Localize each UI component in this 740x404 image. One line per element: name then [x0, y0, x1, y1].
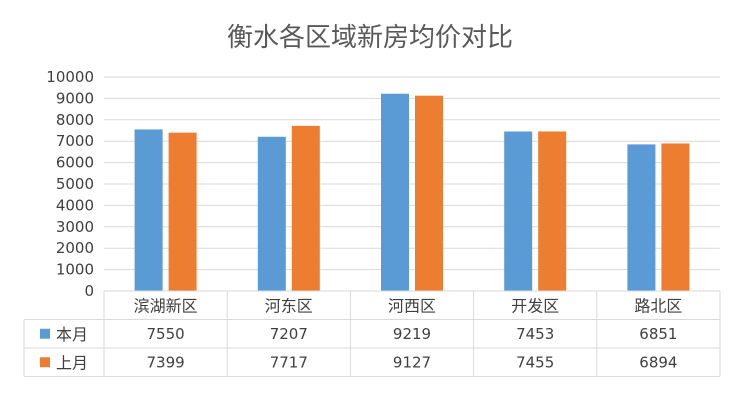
y-tick-label: 9000	[56, 89, 94, 107]
gridlines	[104, 76, 720, 292]
bar-current-month	[504, 131, 533, 291]
bar-last-month	[168, 132, 197, 291]
data-label: 7453	[516, 325, 554, 343]
data-label: 7207	[270, 325, 308, 343]
bar-current-month	[134, 129, 163, 291]
data-label: 9219	[393, 325, 431, 343]
series-name: 本月	[56, 325, 88, 344]
data-label: 7455	[516, 353, 554, 371]
data-label: 9127	[393, 353, 431, 371]
chart-title: 衡水各区域新房均价对比	[227, 23, 513, 53]
y-tick-label: 6000	[56, 154, 94, 172]
data-label: 7399	[147, 353, 185, 371]
y-tick-label: 0	[84, 282, 94, 300]
y-tick-label: 2000	[56, 239, 94, 257]
category-label: 路北区	[634, 296, 682, 315]
bar-last-month	[415, 95, 443, 292]
bar-last-month	[538, 131, 567, 291]
y-axis-ticks: 0 1000 2000 3000 4000 5000 6000 7000 8000 9000 100…	[46, 68, 94, 300]
bar-current-month	[381, 93, 409, 291]
bar-last-month	[661, 143, 690, 291]
legend-key-current-month	[40, 328, 50, 339]
bar-current-month	[627, 144, 656, 291]
bar-current-month	[257, 136, 286, 291]
data-label: 7550	[147, 325, 185, 343]
y-tick-label: 5000	[56, 175, 94, 193]
series-name: 上月	[56, 353, 88, 372]
bar-last-month	[291, 125, 320, 291]
data-label: 6851	[639, 325, 677, 343]
y-tick-label: 3000	[56, 218, 94, 236]
category-label: 开发区	[511, 296, 559, 315]
category-label: 滨湖新区	[134, 296, 198, 315]
y-tick-label: 7000	[56, 132, 94, 150]
category-label: 河东区	[265, 296, 313, 315]
y-tick-label: 4000	[56, 196, 94, 214]
bars	[134, 93, 690, 292]
y-tick-label: 10000	[46, 68, 94, 86]
y-tick-label: 8000	[56, 111, 94, 129]
data-label: 7717	[270, 353, 308, 371]
data-label: 6894	[639, 353, 677, 371]
y-tick-label: 1000	[56, 261, 94, 279]
legend-key-last-month	[40, 357, 50, 368]
category-label: 河西区	[388, 296, 436, 315]
